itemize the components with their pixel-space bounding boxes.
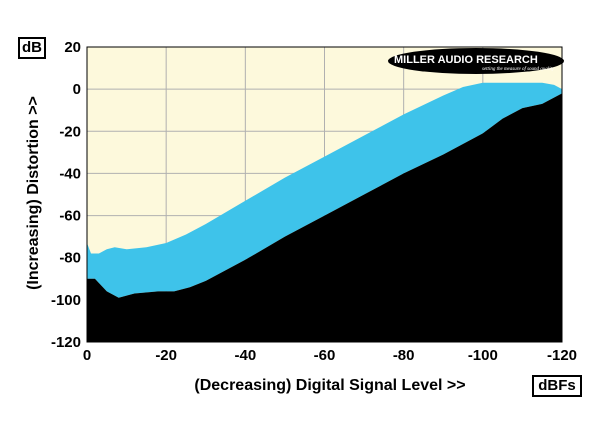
y-tick-label: -100 — [51, 292, 81, 309]
y-axis-title: (Increasing) Distortion >> — [25, 96, 42, 290]
x-axis-title: (Decreasing) Digital Signal Level >> — [194, 377, 465, 394]
noise-floor-area — [87, 93, 562, 343]
y-tick-label: 20 — [64, 39, 81, 56]
y-tick-label: -20 — [59, 123, 81, 140]
x-tick-labels: 0 -20 -40 -60 -80 -100 -120 — [83, 347, 577, 364]
logo: MILLER AUDIO RESEARCH setting the measur… — [388, 48, 564, 74]
x-tick-label: -80 — [393, 347, 415, 364]
x-tick-label: -100 — [468, 347, 498, 364]
plot-frame — [86, 46, 563, 343]
x-unit-label: dBFs — [532, 375, 582, 397]
logo-tagline: setting the measure of sound quality — [482, 67, 555, 72]
y-tick-label: -60 — [59, 208, 81, 225]
y-tick-label: 0 — [73, 81, 81, 98]
y-tick-labels: 20 0 -20 -40 -60 -80 -100 -120 — [51, 39, 81, 351]
y-tick-label: -80 — [59, 250, 81, 267]
x-tick-label: -60 — [314, 347, 336, 364]
logo-name: MILLER AUDIO RESEARCH — [394, 54, 538, 66]
x-tick-label: -20 — [155, 347, 177, 364]
x-tick-label: -40 — [234, 347, 256, 364]
x-tick-label: 0 — [83, 347, 91, 364]
y-unit-label: dB — [18, 37, 46, 59]
y-tick-label: -40 — [59, 165, 81, 182]
y-tick-label: -120 — [51, 334, 81, 351]
x-tick-label: -120 — [547, 347, 577, 364]
distortion-band — [87, 82, 562, 298]
